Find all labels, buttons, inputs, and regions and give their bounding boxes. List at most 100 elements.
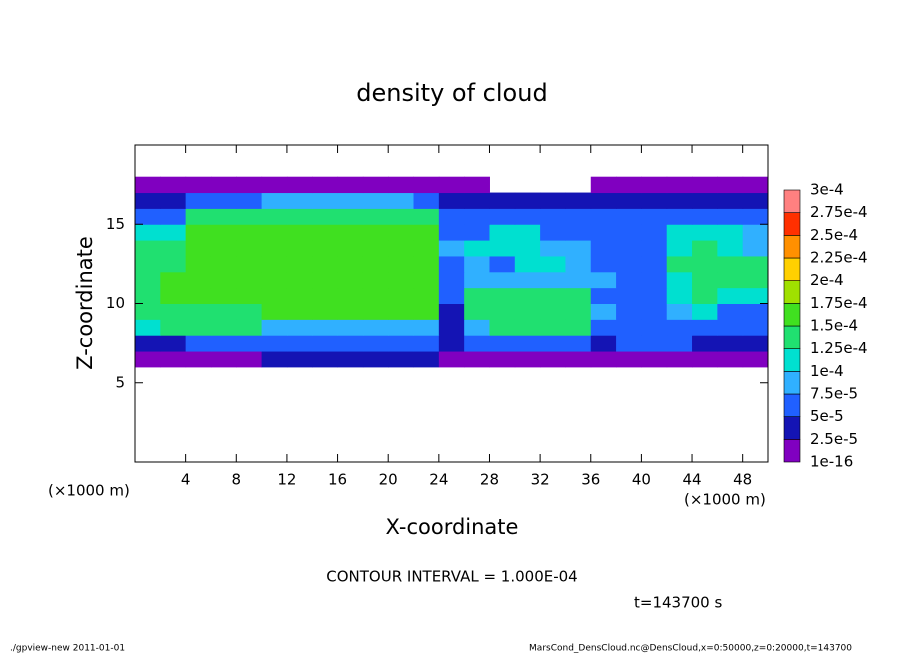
cell — [641, 240, 668, 257]
cell — [616, 351, 642, 368]
cell — [742, 287, 769, 304]
cell — [590, 208, 617, 225]
cell — [540, 255, 566, 273]
cell — [641, 319, 668, 336]
cell — [438, 255, 465, 273]
cell — [692, 176, 718, 194]
x-tick-label: 36 — [581, 471, 600, 489]
cell — [337, 192, 364, 209]
cell — [540, 287, 566, 304]
cell — [540, 319, 566, 336]
cell — [742, 255, 769, 273]
cell — [337, 303, 364, 320]
cell — [286, 208, 313, 225]
colorbar-label: 1e-4 — [810, 362, 844, 380]
cell — [236, 319, 263, 336]
x-tick-label: 8 — [232, 471, 242, 489]
cell — [641, 255, 668, 273]
cell — [641, 287, 668, 304]
cell — [489, 335, 516, 352]
cell — [413, 224, 440, 241]
cell — [717, 303, 744, 320]
cell — [590, 271, 617, 289]
y-tick-label: 5 — [115, 373, 125, 391]
cell — [742, 192, 769, 209]
cell — [641, 208, 668, 225]
cell — [312, 287, 339, 304]
cell — [666, 319, 693, 336]
colorbar-label: 1.25e-4 — [810, 339, 868, 357]
colorbar-label: 2.25e-4 — [810, 249, 868, 267]
cell — [312, 208, 339, 225]
cell — [565, 287, 592, 304]
x-tick-label: 44 — [682, 471, 701, 489]
cell — [616, 192, 642, 209]
x-tick-label: 12 — [277, 471, 296, 489]
cell — [210, 287, 237, 304]
cell — [692, 287, 718, 304]
cell — [616, 303, 642, 320]
cell — [236, 208, 263, 225]
colorbar-box — [783, 303, 801, 327]
cell — [464, 192, 490, 209]
cell — [514, 287, 541, 304]
cell — [489, 224, 516, 241]
cell — [641, 224, 668, 241]
cell — [388, 176, 415, 194]
cell — [413, 208, 440, 225]
cell — [464, 319, 490, 336]
cell — [236, 192, 263, 209]
cell — [236, 255, 263, 273]
cell — [362, 208, 389, 225]
cell — [438, 240, 465, 257]
cell — [717, 208, 744, 225]
cell — [362, 319, 389, 336]
cell — [236, 271, 263, 289]
cell — [464, 208, 490, 225]
cell — [312, 224, 339, 241]
cell — [666, 351, 693, 368]
cell — [312, 335, 339, 352]
cell — [185, 319, 212, 336]
colorbar-label: 2.75e-4 — [810, 203, 868, 221]
cell — [210, 224, 237, 241]
cell — [236, 303, 263, 320]
cell — [261, 208, 288, 225]
cell — [616, 287, 642, 304]
cell — [210, 303, 237, 320]
cell — [641, 192, 668, 209]
time-note: t=143700 s — [634, 594, 722, 612]
cell — [540, 224, 566, 241]
colorbar-box — [783, 280, 801, 304]
cell — [413, 255, 440, 273]
cell — [666, 176, 693, 194]
chart-title: density of cloud — [356, 79, 547, 107]
cell — [236, 224, 263, 241]
cell — [185, 255, 212, 273]
cell — [337, 255, 364, 273]
cell — [616, 240, 642, 257]
cell — [413, 303, 440, 320]
cell — [160, 335, 187, 352]
cell — [388, 224, 415, 241]
cell — [565, 335, 592, 352]
cell — [135, 335, 161, 352]
cell — [261, 255, 288, 273]
cell — [185, 224, 212, 241]
cell — [337, 351, 364, 368]
cell — [742, 319, 769, 336]
cell — [489, 208, 516, 225]
cell — [438, 335, 465, 352]
cell — [590, 192, 617, 209]
cell — [286, 335, 313, 352]
colorbar-box — [783, 257, 801, 281]
colorbar-box — [783, 371, 801, 395]
colorbar-label: 2e-4 — [810, 271, 844, 289]
cell — [135, 192, 161, 209]
cell — [388, 271, 415, 289]
cell — [413, 240, 440, 257]
cell — [160, 192, 187, 209]
cell — [185, 303, 212, 320]
cell — [666, 271, 693, 289]
cell — [261, 303, 288, 320]
